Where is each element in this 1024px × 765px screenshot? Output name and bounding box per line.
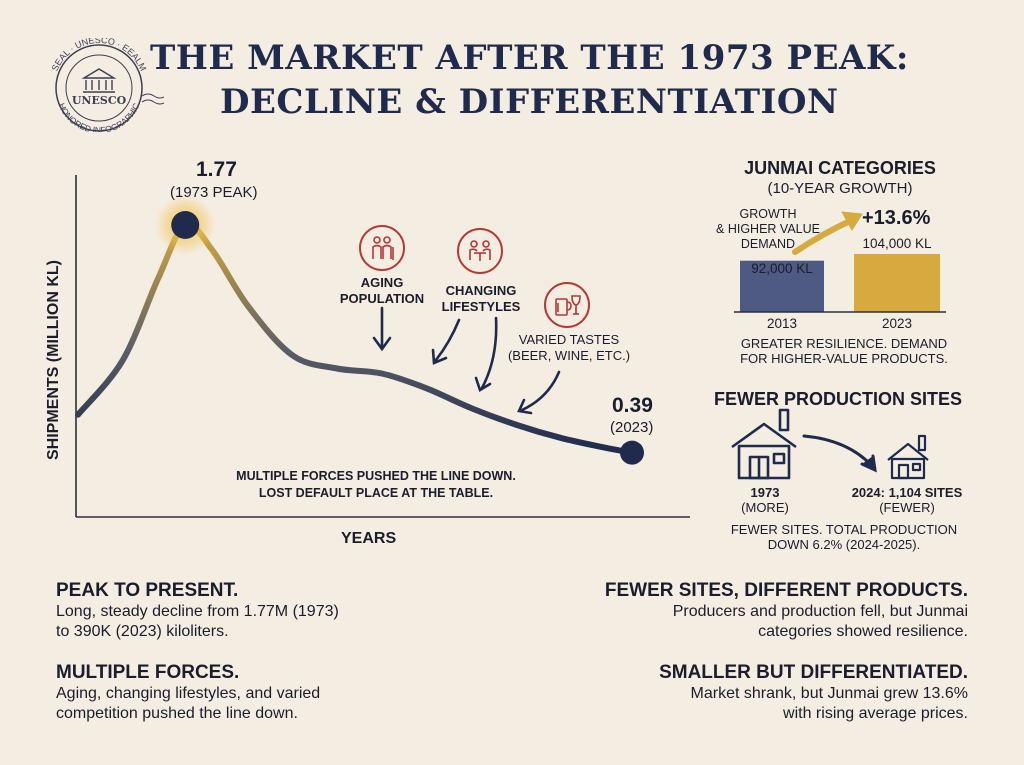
growth-label-line-1: GROWTH [739,207,797,221]
bottom-peak-block: PEAK TO PRESENT. Long, steady decline fr… [56,580,476,642]
force-tastes-line-1: VARIED TASTES [518,332,620,347]
sites-right: 2024: 1,104 SITES (FEWER) [832,485,982,515]
chart-note-line-2: LOST DEFAULT PLACE AT THE TABLE. [258,486,494,500]
chart-note-line-1: MULTIPLE FORCES PUSHED THE LINE DOWN. [236,469,516,483]
growth-label-line-3: DEMAND [740,237,796,251]
y-axis-label: SHIPMENTS (MILLION KL) [45,260,62,460]
bottom-sites-title: FEWER SITES, DIFFERENT PRODUCTS. [604,580,968,601]
end-value: 0.39 [612,394,653,417]
people-at-table-icon [457,228,503,274]
sites-right-year: 2024: 1,104 SITES [851,485,963,500]
bottom-sites-line-1: Producers and production fell, but Junma… [672,603,968,620]
sites-left-sub: (MORE) [741,500,789,515]
bottom-forces-block: MULTIPLE FORCES. Aging, changing lifesty… [56,662,476,724]
junmai-note-line-2: FOR HIGHER-VALUE PRODUCTS. [740,351,948,366]
sites-right-sub: (FEWER) [879,500,935,515]
museum-icon [81,68,117,93]
peak-point [171,211,200,239]
peak-value: 1.77 [196,158,237,181]
sites-note: FEWER SITES. TOTAL PRODUCTION DOWN 6.2% … [712,522,976,552]
elderly-couple-icon [359,225,405,271]
growth-label-line-2: & HIGHER VALUE [716,222,820,236]
bottom-forces-title: MULTIPLE FORCES. [56,662,240,683]
sites-note-line-2: DOWN 6.2% (2024-2025). [767,537,921,552]
series-line [75,221,635,456]
seal-label: UNESCO [72,94,127,107]
bar-2013-year: 2013 [766,316,798,331]
bottom-sites-line-2: categories showed resilience. [758,623,968,640]
sites-left-year: 1973 [750,485,780,500]
arrow-tastes [517,370,561,415]
peak-label: (1973 PEAK) [170,184,258,201]
bottom-differentiated-line-1: Market shrank, but Junmai grew 13.6% [690,685,968,702]
arrow-lifestyles-2 [474,316,498,392]
end-label: (2023) [610,419,654,436]
bottom-peak-title: PEAK TO PRESENT. [56,580,239,601]
bottom-sites-block: FEWER SITES, DIFFERENT PRODUCTS. Produce… [540,580,968,642]
x-axis-label: YEARS [341,530,397,547]
force-lifestyles-label: CHANGING LIFESTYLES [431,283,531,315]
force-lifestyles-line-2: LIFESTYLES [441,299,521,314]
bar-2013-value-label: 92,000 KL [751,261,813,276]
sites-note-line-1: FEWER SITES. TOTAL PRODUCTION [730,522,958,537]
junmai-bars [734,254,946,313]
title-line-2: DECLINE & DIFFERENTIATION [220,82,839,122]
bottom-differentiated-title: SMALLER BUT DIFFERENTIATED. [659,662,968,683]
bottom-peak-line-1: Long, steady decline from 1.77M (1973) [56,603,339,620]
end-point [620,440,644,465]
force-tastes-label: VARIED TASTES (BEER, WINE, ETC.) [504,332,634,364]
title-line-1: THE MARKET AFTER THE 1973 PEAK: [150,38,909,78]
bar-2013 [740,260,824,312]
force-aging-line-2: POPULATION [339,291,425,306]
bottom-forces-line-1: Aging, changing lifestyles, and varied [56,685,321,702]
bottom-differentiated-block: SMALLER BUT DIFFERENTIATED. Market shran… [540,662,968,724]
arrow-aging [372,306,392,352]
sites-left: 1973 (MORE) [724,485,806,515]
bottom-peak-line-2: to 390K (2023) kiloliters. [56,623,229,640]
beer-wine-icon [544,282,590,328]
page-title: THE MARKET AFTER THE 1973 PEAK: DECLINE … [150,36,910,124]
force-aging-label: AGING POPULATION [332,275,432,307]
growth-arrow [792,211,863,255]
junmai-title: JUNMAI CATEGORIES [744,158,936,178]
junmai-note-line-1: GREATER RESILIENCE. DEMAND [740,336,948,351]
force-aging-line-1: AGING [360,275,404,290]
chart-note: MULTIPLE FORCES PUSHED THE LINE DOWN. LO… [176,468,576,502]
sites-arrow [802,434,877,473]
factory-large-icon [731,408,797,480]
bar-2023 [854,254,940,312]
junmai-growth-pct: +13.6% [862,207,931,229]
factory-small-icon [887,434,929,480]
force-lifestyles-line-1: CHANGING [445,283,517,298]
arrow-lifestyles-1 [431,318,461,365]
junmai-subtitle: (10-YEAR GROWTH) [767,180,913,197]
unesco-seal: SEAL · UNESCO · EEALM HONORED INFOGRAPHI… [50,38,164,132]
force-tastes-line-2: (BEER, WINE, ETC.) [507,348,631,363]
bottom-differentiated-line-2: with rising average prices. [783,705,968,722]
junmai-note: GREATER RESILIENCE. DEMAND FOR HIGHER-VA… [716,336,972,366]
bottom-forces-line-2: competition pushed the line down. [56,705,298,722]
junmai-growth-label: GROWTH & HIGHER VALUE DEMAND [706,207,830,252]
sites-title: FEWER PRODUCTION SITES [713,389,962,409]
bar-2023-value-label: 104,000 KL [862,236,932,251]
bar-2023-year: 2023 [881,316,913,331]
